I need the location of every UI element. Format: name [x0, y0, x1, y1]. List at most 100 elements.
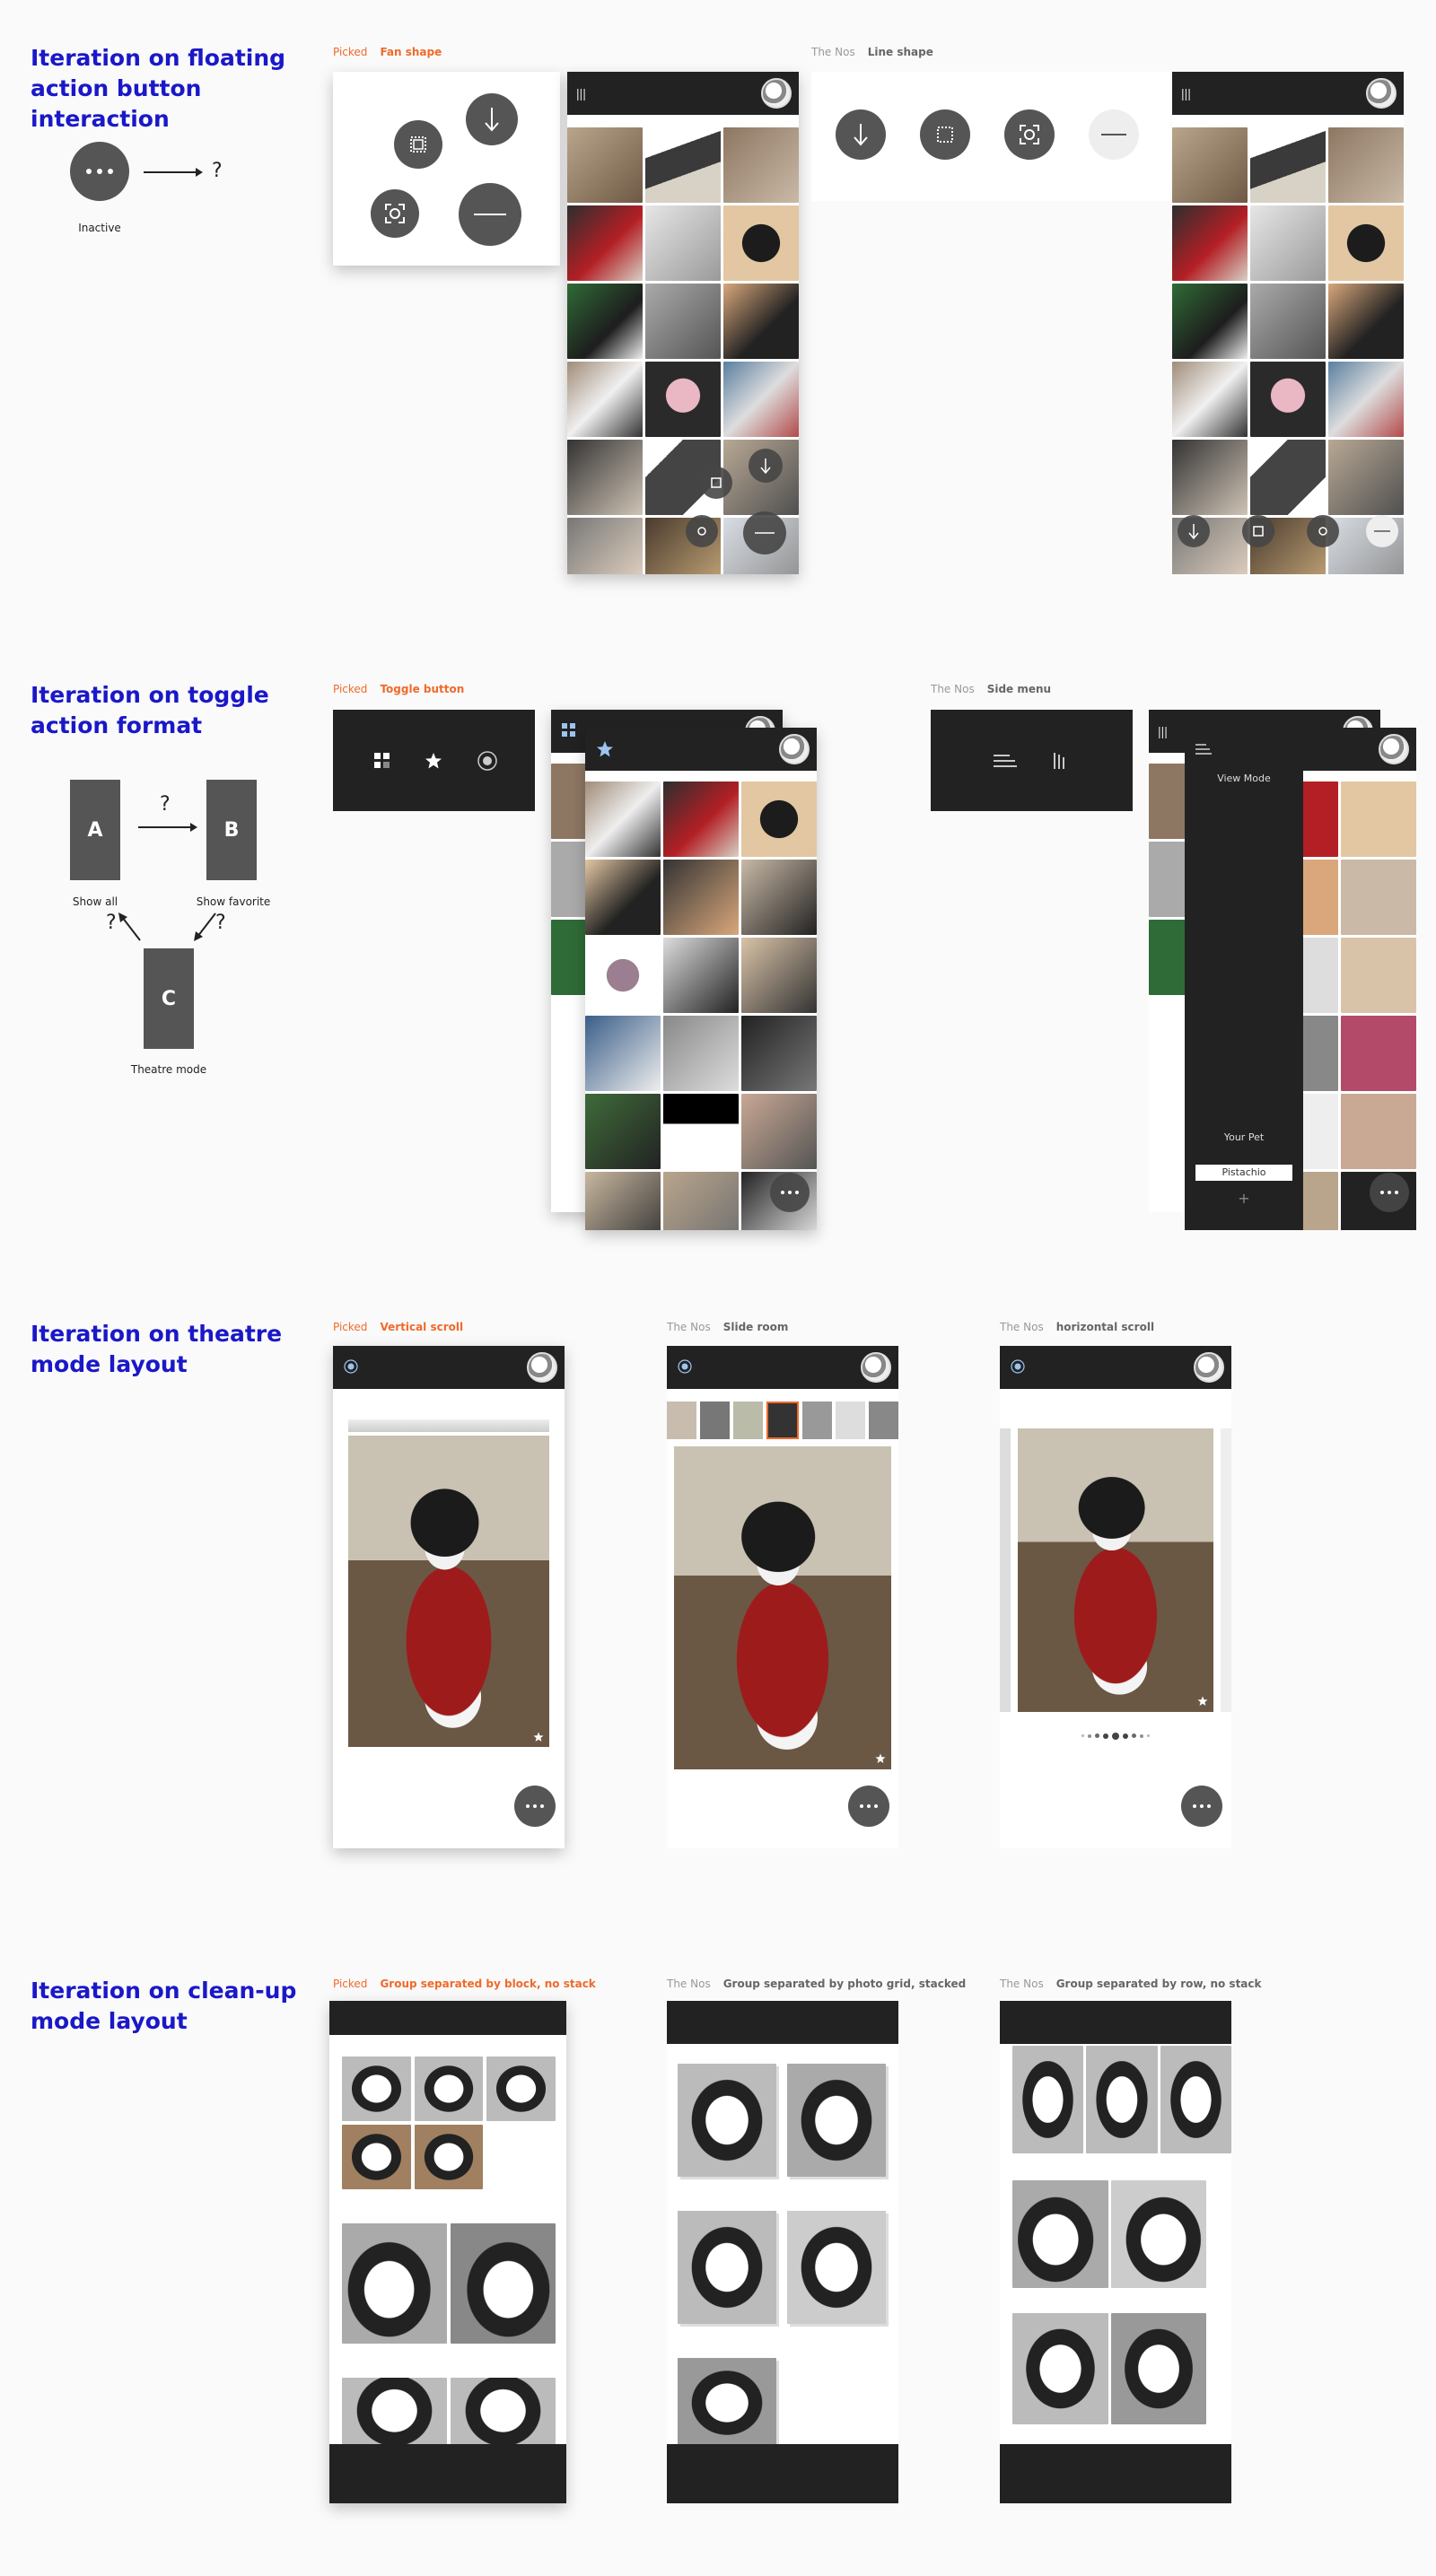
screenshot-button[interactable]: [1004, 109, 1055, 160]
photo[interactable]: [1250, 362, 1326, 437]
theatre-photo[interactable]: [1018, 1428, 1213, 1712]
side-menu-icon[interactable]: [1053, 751, 1067, 771]
photo[interactable]: [414, 2056, 484, 2121]
avatar[interactable]: [761, 78, 792, 109]
star-icon[interactable]: [875, 1753, 886, 1764]
photo[interactable]: [414, 2125, 484, 2189]
photo[interactable]: [741, 1094, 817, 1169]
photo[interactable]: [1172, 127, 1248, 203]
collapse-button[interactable]: [459, 183, 521, 246]
photo[interactable]: [567, 362, 643, 437]
photo[interactable]: [585, 860, 661, 935]
star-icon[interactable]: [533, 1732, 544, 1742]
side-menu-icon[interactable]: |||: [1158, 724, 1168, 738]
theatre-icon[interactable]: [344, 1359, 358, 1374]
photo[interactable]: [663, 938, 739, 1013]
theatre-icon[interactable]: [678, 1359, 692, 1374]
photo[interactable]: [585, 1016, 661, 1091]
avatar[interactable]: [527, 1352, 557, 1383]
more-fab-button[interactable]: [1181, 1786, 1222, 1827]
avatar[interactable]: [779, 734, 810, 764]
download-button[interactable]: [836, 109, 886, 160]
more-fab-button[interactable]: [514, 1786, 556, 1827]
photo[interactable]: [1012, 2313, 1108, 2424]
pet-name-item[interactable]: Pistachio: [1195, 1165, 1292, 1181]
photo[interactable]: [1086, 2046, 1158, 2153]
photo[interactable]: [1250, 127, 1326, 203]
crop-button[interactable]: [394, 120, 442, 169]
photo[interactable]: [663, 782, 739, 857]
side-menu-icon[interactable]: |||: [1181, 86, 1191, 100]
photo[interactable]: [663, 1172, 739, 1230]
photo[interactable]: [1012, 2180, 1108, 2288]
thumbnail[interactable]: [667, 1402, 696, 1439]
photo[interactable]: [645, 127, 721, 203]
star-icon[interactable]: [1197, 1696, 1208, 1707]
thumbnail[interactable]: [836, 1402, 866, 1439]
crop-button[interactable]: [700, 467, 732, 499]
page-indicator[interactable]: [1000, 1728, 1231, 1744]
photo[interactable]: [342, 2125, 411, 2189]
menu-lines-icon[interactable]: [994, 754, 1017, 768]
photo[interactable]: [567, 127, 643, 203]
stacked-group[interactable]: [678, 2064, 776, 2177]
photo[interactable]: [1172, 440, 1248, 515]
download-button[interactable]: [1178, 515, 1210, 547]
stacked-group[interactable]: [678, 2211, 776, 2324]
grid-icon[interactable]: [562, 723, 576, 738]
star-icon[interactable]: [425, 752, 442, 770]
stacked-group[interactable]: [787, 2211, 886, 2324]
download-button[interactable]: [466, 93, 518, 145]
more-fab-button[interactable]: [1370, 1173, 1409, 1212]
more-fab-button[interactable]: [770, 1173, 810, 1212]
theatre-icon[interactable]: [1011, 1359, 1025, 1374]
avatar[interactable]: [1194, 1352, 1224, 1383]
photo[interactable]: [1172, 362, 1248, 437]
photo[interactable]: [645, 205, 721, 281]
photo[interactable]: [1328, 362, 1404, 437]
add-pet-button[interactable]: +: [1238, 1190, 1250, 1207]
photo[interactable]: [451, 2223, 556, 2344]
crop-button[interactable]: [920, 109, 970, 160]
photo[interactable]: [723, 205, 799, 281]
photo[interactable]: [567, 284, 643, 359]
photo[interactable]: [1110, 2313, 1206, 2424]
photo[interactable]: [486, 2056, 556, 2121]
avatar[interactable]: [1379, 734, 1409, 764]
screenshot-button[interactable]: [1307, 515, 1339, 547]
photo[interactable]: [741, 938, 817, 1013]
fab-inactive-button[interactable]: [70, 142, 129, 201]
photo[interactable]: [663, 1094, 739, 1169]
thumbnail[interactable]: [699, 1402, 730, 1439]
photo[interactable]: [1328, 284, 1404, 359]
photo[interactable]: [1012, 2046, 1084, 2153]
photo[interactable]: [342, 2223, 447, 2344]
photo[interactable]: [567, 205, 643, 281]
photo[interactable]: [342, 2056, 411, 2121]
photo[interactable]: [567, 518, 643, 574]
photo[interactable]: [723, 362, 799, 437]
photo[interactable]: [1328, 127, 1404, 203]
star-icon[interactable]: [596, 740, 614, 758]
photo[interactable]: [741, 782, 817, 857]
photo[interactable]: [585, 1172, 661, 1230]
photo[interactable]: [567, 440, 643, 515]
photo[interactable]: [723, 127, 799, 203]
download-button[interactable]: [749, 449, 783, 483]
photo[interactable]: [1160, 2046, 1231, 2153]
collapse-button[interactable]: [743, 511, 786, 554]
screenshot-button[interactable]: [371, 189, 419, 238]
theatre-icon[interactable]: [477, 751, 497, 771]
photo[interactable]: [585, 1094, 661, 1169]
stacked-group[interactable]: [787, 2064, 886, 2177]
thumbnail[interactable]: [766, 1402, 800, 1439]
photo[interactable]: [723, 284, 799, 359]
photo[interactable]: [645, 362, 721, 437]
more-fab-button[interactable]: [848, 1786, 889, 1827]
avatar[interactable]: [861, 1352, 891, 1383]
thumbnail[interactable]: [869, 1402, 899, 1439]
theatre-photo[interactable]: [674, 1446, 891, 1769]
photo[interactable]: [1172, 284, 1248, 359]
photo[interactable]: [1250, 205, 1326, 281]
view-mode-label[interactable]: View Mode: [1217, 773, 1271, 784]
